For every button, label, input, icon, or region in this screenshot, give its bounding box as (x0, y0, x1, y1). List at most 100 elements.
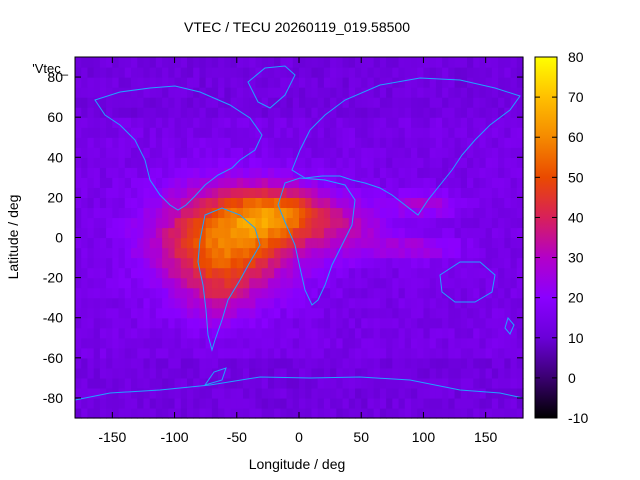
heatmap-cell (386, 177, 393, 188)
heatmap-cell (417, 377, 425, 389)
heatmap-cell (155, 317, 163, 329)
heatmap-cell (87, 377, 95, 389)
heatmap-cell (249, 287, 257, 299)
heatmap-cell (199, 67, 207, 78)
heatmap-cell (330, 187, 337, 198)
heatmap-cell (479, 177, 487, 188)
heatmap-cell (267, 227, 275, 239)
heatmap-cell (218, 257, 225, 269)
heatmap-cell (429, 257, 437, 269)
heatmap-cell (392, 377, 400, 389)
heatmap-cell (143, 107, 151, 118)
heatmap-cell (460, 267, 468, 279)
heatmap-cell (342, 147, 350, 158)
heatmap-cell (149, 287, 157, 299)
heatmap-cell (348, 187, 356, 198)
heatmap-cell (162, 117, 169, 128)
heatmap-cell (317, 317, 325, 329)
heatmap-cell (498, 197, 505, 209)
heatmap-cell (299, 397, 306, 409)
heatmap-cell (379, 87, 387, 98)
heatmap-cell (479, 267, 487, 279)
heatmap-cell (118, 147, 126, 158)
heatmap-cell (305, 177, 313, 188)
heatmap-cell (168, 107, 176, 118)
heatmap-cell (118, 197, 126, 209)
heatmap-cell (460, 67, 468, 78)
heatmap-cell (379, 347, 387, 359)
heatmap-cell (460, 277, 468, 289)
heatmap-cell (180, 357, 188, 369)
heatmap-cell (299, 377, 306, 389)
heatmap-cell (467, 257, 474, 269)
heatmap-cell (143, 87, 151, 98)
heatmap-cell (118, 117, 126, 128)
heatmap-cell (323, 137, 331, 148)
x-tick-label: 150 (474, 429, 498, 445)
heatmap-cell (230, 57, 238, 68)
heatmap-cell (429, 337, 437, 349)
heatmap-cell (112, 267, 120, 279)
heatmap-cell (81, 77, 89, 88)
heatmap-cell (286, 117, 294, 128)
heatmap-cell (411, 307, 418, 319)
heatmap-cell (305, 277, 313, 289)
heatmap-cell (236, 97, 244, 108)
heatmap-cell (118, 327, 126, 339)
heatmap-cell (398, 297, 406, 309)
heatmap-cell (491, 397, 499, 409)
heatmap-cell (106, 297, 113, 309)
heatmap-cell (236, 137, 244, 148)
heatmap-cell (373, 237, 381, 249)
heatmap-cell (386, 127, 393, 138)
heatmap-cell (106, 257, 113, 269)
heatmap-cell (379, 197, 387, 209)
heatmap-cell (491, 97, 499, 108)
heatmap-cell (255, 327, 263, 339)
heatmap-cell (460, 177, 468, 188)
heatmap-cell (386, 217, 393, 229)
heatmap-cell (149, 357, 157, 369)
heatmap-cell (243, 257, 250, 269)
heatmap-cell (510, 357, 518, 369)
heatmap-cell (373, 377, 381, 389)
colorbar-tick-label: -10 (568, 410, 588, 426)
heatmap-cell (473, 387, 481, 399)
heatmap-cell (168, 87, 176, 98)
heatmap-cell (193, 287, 201, 299)
heatmap-cell (323, 227, 331, 239)
heatmap-cell (361, 287, 369, 299)
heatmap-cell (168, 357, 176, 369)
heatmap-cell (267, 397, 275, 409)
heatmap-cell (417, 147, 425, 158)
heatmap-cell (205, 197, 213, 209)
heatmap-cell (174, 397, 182, 409)
heatmap-cell (348, 367, 356, 379)
heatmap-cell (342, 207, 350, 219)
heatmap-cell (199, 307, 207, 319)
heatmap-cell (224, 187, 232, 198)
heatmap-cell (236, 267, 244, 279)
heatmap-cell (267, 297, 275, 309)
heatmap-cell (205, 117, 213, 128)
heatmap-cell (99, 127, 107, 138)
heatmap-cell (81, 157, 89, 168)
heatmap-cell (230, 247, 238, 259)
heatmap-cell (411, 327, 418, 339)
heatmap-cell (373, 337, 381, 349)
heatmap-cell (224, 237, 232, 249)
heatmap-cell (267, 327, 275, 339)
heatmap-cell (205, 347, 213, 359)
heatmap-cell (460, 337, 468, 349)
heatmap-cell (205, 287, 213, 299)
heatmap-cell (516, 197, 524, 209)
heatmap-cell (398, 107, 406, 118)
heatmap-cell (124, 267, 132, 279)
heatmap-cell (429, 217, 437, 229)
heatmap-cell (510, 257, 518, 269)
heatmap-cell (355, 367, 362, 379)
heatmap-cell (174, 187, 182, 198)
heatmap-cell (199, 247, 207, 259)
heatmap-cell (417, 87, 425, 98)
heatmap-cell (99, 227, 107, 239)
